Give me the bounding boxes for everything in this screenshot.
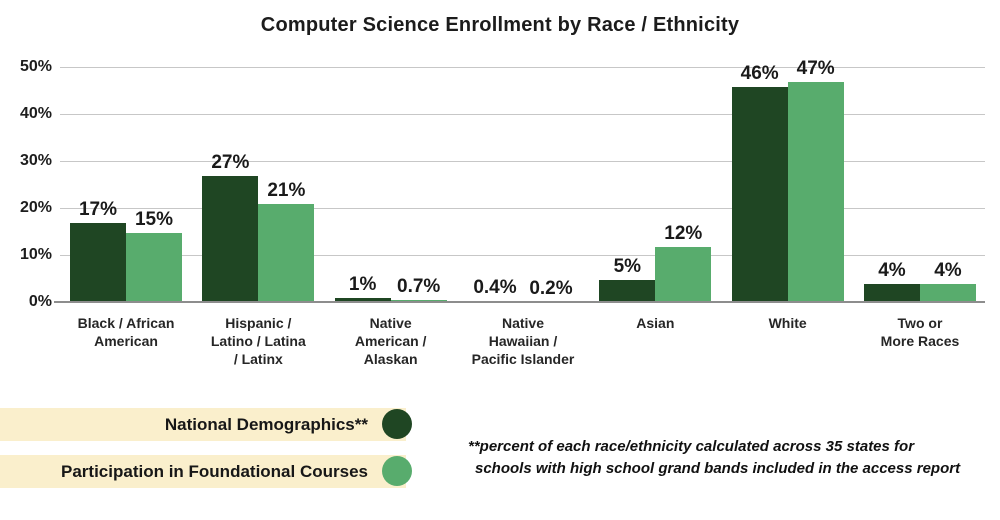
bar-value-label: 0.2% xyxy=(529,278,573,299)
bar-foundational-courses xyxy=(126,232,182,303)
footnote-line-1: **percent of each race/ethnicity calcula… xyxy=(468,438,915,455)
y-axis-tick-label: 0% xyxy=(28,293,52,310)
bar-value-label: 21% xyxy=(267,180,306,202)
bar-with-label: 27% xyxy=(202,152,259,303)
gridline xyxy=(60,255,985,256)
category-label: Native American / Alaskan xyxy=(354,315,427,367)
bar-with-label: 5% xyxy=(599,255,656,303)
legend-item-national-demographics: National Demographics** xyxy=(0,408,412,441)
bar-foundational-courses xyxy=(919,284,976,303)
y-axis-tick-label: 10% xyxy=(19,246,52,263)
y-axis-tick-label: 30% xyxy=(19,152,52,169)
bar-with-label: 1% xyxy=(334,274,391,303)
gridline xyxy=(60,67,985,68)
bar-group: 1% 0.7% Native American / Alaskan xyxy=(334,274,447,367)
plot-area: 0% 10% 20% 30% 40% 50% 17% 15% Black / African A… xyxy=(20,58,985,367)
bar-national-demographics xyxy=(863,284,920,303)
bar-group: 27% 21% Hispanic / Latino / Latina / Latin… xyxy=(202,152,315,367)
bar-value-label: 47% xyxy=(796,58,835,80)
gridline xyxy=(60,114,985,115)
gridline xyxy=(60,208,985,209)
legend-label: Participation in Foundational Courses xyxy=(61,461,368,481)
bar-foundational-courses xyxy=(655,246,712,303)
y-axis-tick-label: 40% xyxy=(19,105,52,122)
bar-with-label: 47% xyxy=(787,58,844,303)
bar-national-demographics xyxy=(599,279,656,303)
y-axis-tick-label: 50% xyxy=(19,58,52,75)
legend-label-strip: National Demographics** xyxy=(0,408,406,441)
legend-item-foundational-courses: Participation in Foundational Courses xyxy=(0,455,412,488)
legend-swatch-dark-green-circle xyxy=(382,409,412,439)
bar-value-label: 4% xyxy=(878,260,906,282)
bar-with-label: 21% xyxy=(258,180,315,303)
legend-swatch-light-green-circle xyxy=(382,456,412,486)
bar-national-demographics xyxy=(70,223,126,303)
category-label: Black / African American xyxy=(77,315,175,349)
bar-with-label: 15% xyxy=(126,208,182,303)
gridline xyxy=(60,161,985,162)
legend-label-strip: Participation in Foundational Courses xyxy=(0,455,406,488)
footnote: **percent of each race/ethnicity calcula… xyxy=(468,436,992,480)
category-label: Native Hawaiian / Pacific Islander xyxy=(471,315,575,367)
bar-value-label: 4% xyxy=(934,260,962,282)
bar-national-demographics xyxy=(334,298,391,303)
bar-with-label: 4% xyxy=(863,260,920,303)
category-label: Hispanic / Latino / Latina / Latinx xyxy=(210,315,306,367)
bar-groups: 17% 15% Black / African American 27% 21% Hisp… xyxy=(60,59,985,367)
bar-group: 0.4% 0.2% Native Hawaiian / Pacific Island… xyxy=(466,277,579,367)
footnote-line-2: schools with high school grand bands inc… xyxy=(475,460,961,477)
bar-with-label: 0.7% xyxy=(390,275,447,303)
bar-value-label: 15% xyxy=(134,208,174,230)
bar-value-label: 5% xyxy=(613,255,642,277)
bar-value-label: 0.4% xyxy=(473,277,517,299)
bar-value-label: 0.7% xyxy=(397,275,441,297)
bar-group: 4% 4% Two or More Races xyxy=(863,260,976,349)
bar-value-label: 17% xyxy=(78,199,118,221)
chart-title: Computer Science Enrollment by Race / Et… xyxy=(260,14,740,36)
bar-foundational-courses xyxy=(258,204,315,303)
bar-group: 5% 12% Asian xyxy=(599,222,712,331)
bar-with-label: 0.4% xyxy=(466,277,523,303)
x-axis-line xyxy=(54,301,985,303)
category-label: Asian xyxy=(636,315,675,331)
bar-with-label: 46% xyxy=(731,62,788,303)
bar-value-label: 46% xyxy=(740,62,779,84)
bar-group: 46% 47% White xyxy=(731,58,844,331)
category-label: Two or More Races xyxy=(880,315,960,349)
bar-with-label: 17% xyxy=(70,200,126,303)
legend-label: National Demographics** xyxy=(164,414,368,434)
bar-value-label: 1% xyxy=(348,274,377,296)
bar-with-label: 4% xyxy=(919,260,976,303)
bar-foundational-courses xyxy=(787,82,844,303)
category-label: White xyxy=(768,315,807,331)
bar-value-label: 27% xyxy=(211,152,250,174)
bar-with-label: 0.2% xyxy=(522,278,579,303)
bar-national-demographics xyxy=(731,86,788,303)
y-axis-tick-label: 20% xyxy=(19,199,52,216)
bar-national-demographics xyxy=(202,176,259,303)
bar-group: 17% 15% Black / African American xyxy=(70,200,182,349)
bar-with-label: 12% xyxy=(655,222,712,303)
bar-value-label: 12% xyxy=(664,222,703,244)
